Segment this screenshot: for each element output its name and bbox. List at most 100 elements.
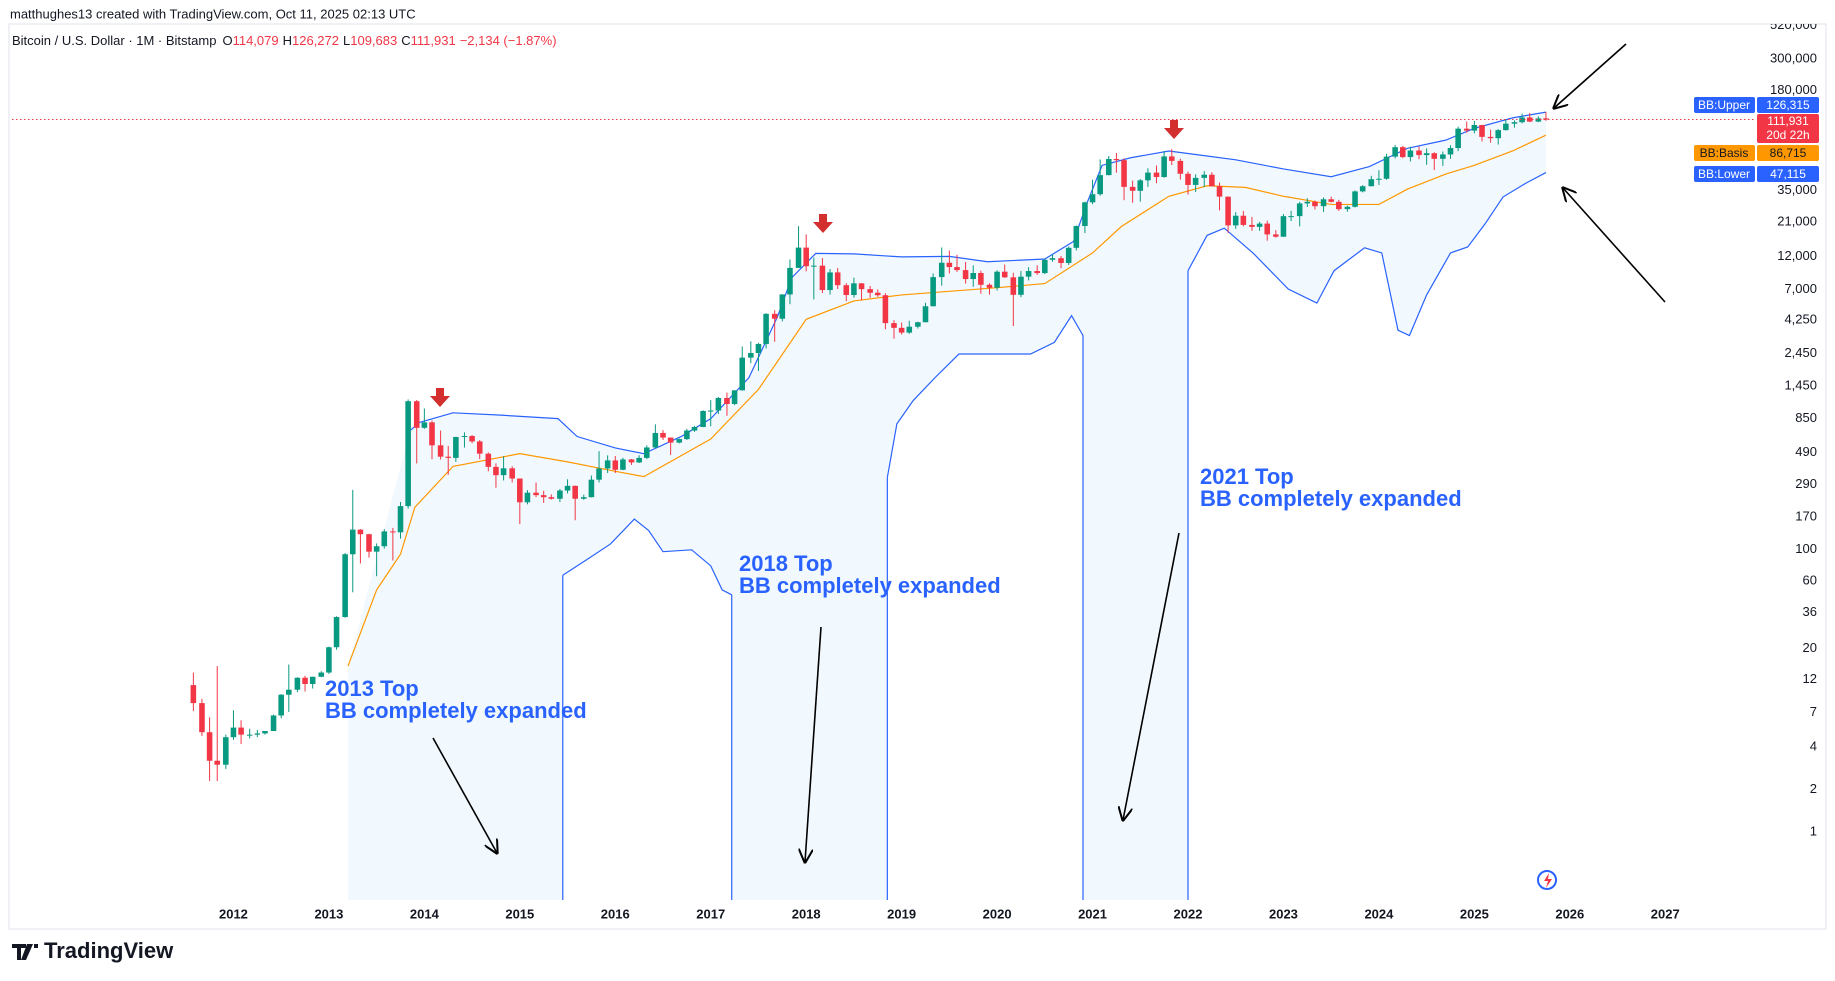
candle-body <box>1511 122 1518 124</box>
candle-body <box>1097 175 1103 195</box>
candle-body <box>1256 223 1263 227</box>
candle-body <box>1264 223 1271 235</box>
x-tick-label: 2021 <box>1078 906 1107 921</box>
candle-body <box>1336 201 1342 210</box>
candle-body <box>485 453 492 467</box>
candle-body <box>1025 271 1032 277</box>
candle-body <box>946 262 953 268</box>
y-tick-label: 4 <box>1810 739 1817 754</box>
candle-body <box>1399 147 1406 158</box>
candle-body <box>874 292 881 296</box>
y-tick-label: 520,000 <box>1770 17 1817 32</box>
candle-body <box>309 676 316 684</box>
candle-body <box>190 685 197 704</box>
candle-body <box>667 437 674 443</box>
candle-body <box>1280 216 1287 237</box>
candle-body <box>1105 158 1112 176</box>
candle-body <box>230 727 237 738</box>
annotation-text: BB completely expanded <box>739 573 1001 598</box>
candle-body <box>636 457 642 463</box>
candle-body <box>349 529 356 555</box>
candle-body <box>858 283 865 290</box>
candle-body <box>739 357 746 391</box>
candle-body <box>302 677 308 684</box>
candle-body <box>978 273 984 285</box>
band-line <box>562 172 1547 596</box>
candle-body <box>580 497 587 499</box>
replay-icon[interactable] <box>1537 870 1557 890</box>
candle-body <box>748 353 754 358</box>
price-tag-box <box>1757 114 1819 143</box>
candle-body <box>1049 258 1056 260</box>
band-clear <box>887 315 1083 900</box>
overlay <box>430 43 1666 890</box>
candle-body <box>1392 147 1398 157</box>
candle-body <box>994 271 1000 288</box>
candle-body <box>596 468 602 480</box>
tag-name: BB:Lower <box>1698 167 1750 181</box>
x-tick-label: 2027 <box>1651 906 1680 921</box>
candle-body <box>1082 202 1088 227</box>
candle-body <box>731 390 738 404</box>
candle-body <box>1121 160 1127 187</box>
candle-body <box>1089 194 1096 203</box>
candle-body <box>214 760 221 765</box>
candle-body <box>684 430 690 440</box>
axes: 1247122036601001702904908501,4502,4504,2… <box>219 17 1817 921</box>
tag-value-box <box>1757 97 1819 113</box>
candle-body <box>493 466 499 476</box>
ohlc-value: 109,683 <box>350 33 397 48</box>
ohlc-key: H <box>283 33 292 48</box>
x-tick-label: 2026 <box>1555 906 1584 921</box>
candle-body <box>1359 186 1366 192</box>
symbol-line: Bitcoin / U.S. Dollar · 1M · Bitstamp O11… <box>12 33 557 48</box>
y-tick-label: 35,000 <box>1777 182 1817 197</box>
candle-body <box>294 677 301 690</box>
candle-body <box>882 295 889 324</box>
x-tick-label: 2016 <box>601 906 630 921</box>
plot-area <box>12 111 1755 900</box>
candle-body <box>509 468 515 479</box>
candle-body <box>660 432 666 438</box>
symbol: Bitcoin / U.S. Dollar · 1M · Bitstamp <box>12 33 216 48</box>
candle-body <box>246 734 253 736</box>
candle-body <box>1129 186 1136 191</box>
candle-body <box>652 432 659 448</box>
candle-body <box>628 459 635 463</box>
y-tick-label: 36 <box>1803 604 1817 619</box>
band-clear <box>1188 172 1546 900</box>
y-tick-label: 490 <box>1795 444 1817 459</box>
x-tick-label: 2015 <box>505 906 534 921</box>
candle-body <box>1328 199 1334 202</box>
candle-body <box>1113 158 1120 161</box>
candle-body <box>724 398 730 404</box>
candle-body <box>540 495 547 498</box>
arrow <box>1123 532 1180 820</box>
candle-body <box>819 265 826 291</box>
candle-body <box>1034 271 1040 274</box>
band-clear <box>562 519 732 900</box>
ohlc-value: 111,931 <box>411 33 456 48</box>
y-tick-label: 2,450 <box>1784 345 1817 360</box>
candle-body <box>915 322 921 327</box>
candle-body <box>970 273 977 280</box>
candle-body <box>898 327 905 333</box>
replay-icon-bolt <box>1544 873 1552 888</box>
candle-body <box>811 265 817 267</box>
credit: matthughes13 created with TradingView.co… <box>10 6 416 21</box>
candle-body <box>771 313 778 319</box>
candle-body <box>1288 216 1294 218</box>
tag-value: 47,115 <box>1770 167 1806 181</box>
candle-body <box>357 529 364 535</box>
candle-body <box>445 456 452 458</box>
tag-name-box <box>1694 166 1755 182</box>
top-marker <box>430 388 450 407</box>
candle-body <box>1463 128 1470 131</box>
candle-body <box>1440 154 1446 159</box>
x-tick-label: 2022 <box>1174 906 1203 921</box>
candle-body <box>326 647 332 673</box>
y-tick-label: 7 <box>1810 704 1817 719</box>
candle-body <box>318 672 325 677</box>
candle-body <box>206 732 213 761</box>
arrow <box>1554 43 1627 108</box>
